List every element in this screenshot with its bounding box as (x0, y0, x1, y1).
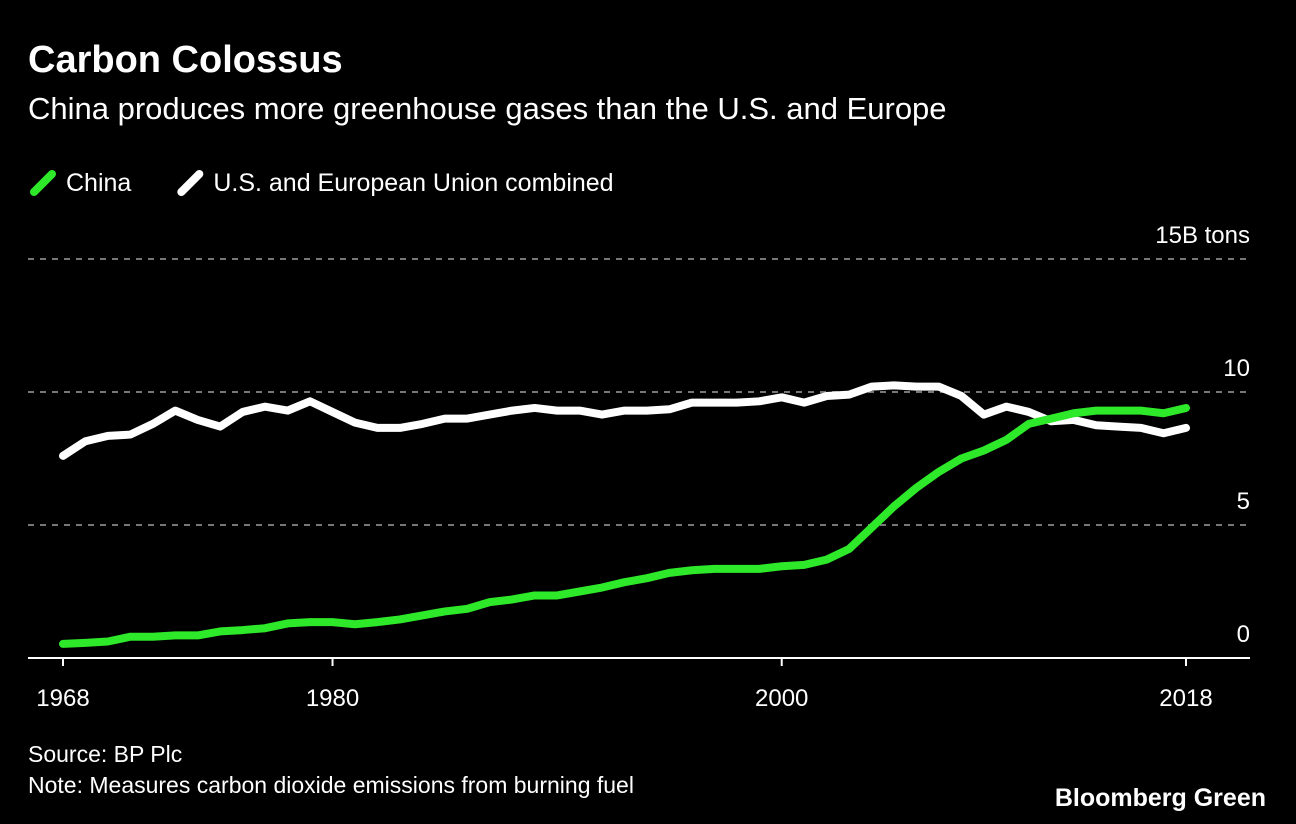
y-tick-label: 15B tons (1155, 222, 1250, 249)
legend-marker (177, 170, 204, 196)
y-tick-label: 0 (1237, 621, 1250, 648)
x-tick-label: 2000 (755, 685, 808, 712)
x-tick-label: 1968 (36, 685, 89, 712)
x-tick-label: 2018 (1159, 685, 1212, 712)
y-tick-label: 10 (1223, 355, 1250, 382)
branding: Bloomberg Green (1055, 784, 1266, 812)
x-tick-label: 1980 (306, 685, 359, 712)
chart-subtitle: China produces more greenhouse gases tha… (28, 91, 947, 126)
chart-title: Carbon Colossus (28, 39, 343, 81)
note: Note: Measures carbon dioxide emissions … (28, 772, 634, 798)
y-tick-label: 5 (1237, 488, 1250, 515)
series-line (59, 381, 1190, 460)
legend-label: U.S. and European Union combined (213, 169, 613, 197)
legend-marker (30, 170, 56, 196)
legend-label: China (66, 169, 131, 197)
source: Source: BP Plc (28, 741, 182, 767)
series-line (59, 403, 1190, 648)
